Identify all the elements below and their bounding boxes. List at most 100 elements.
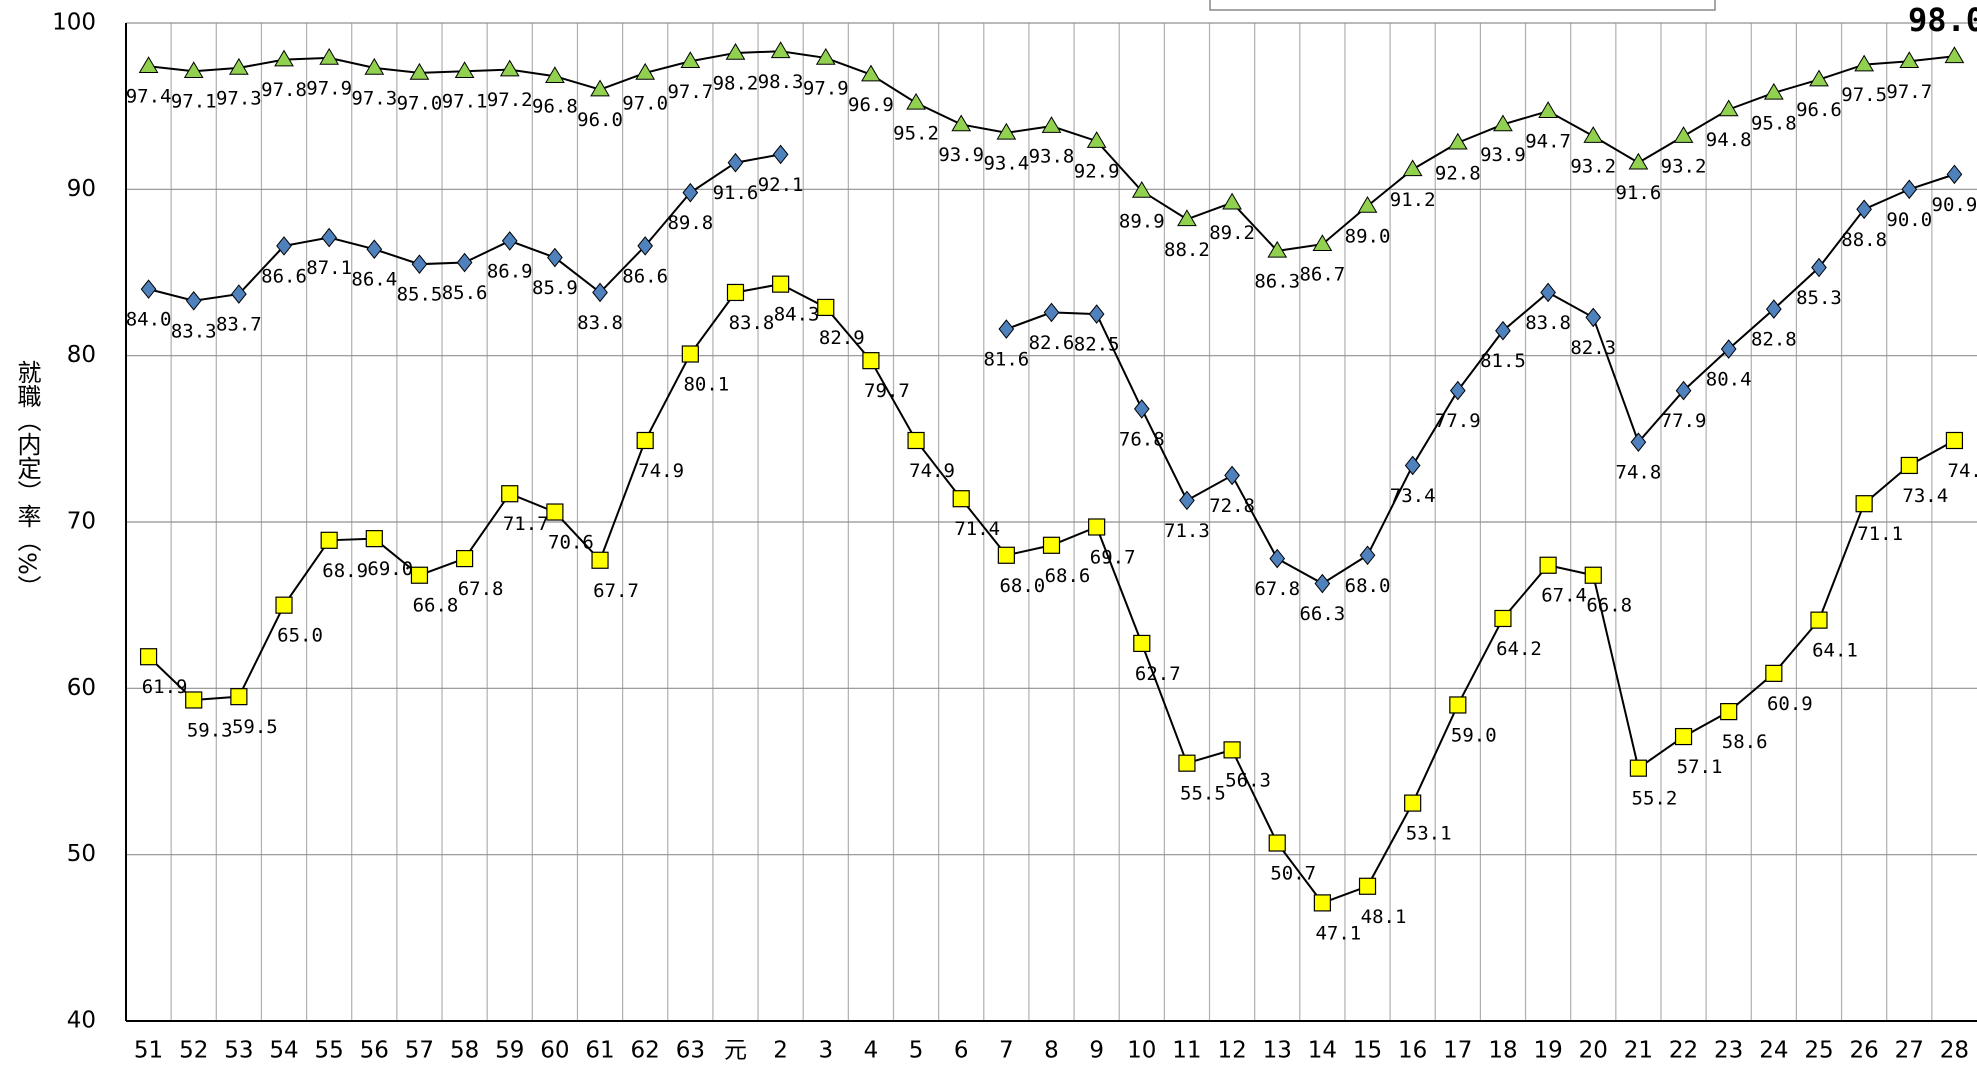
- value-label-emphasis: 98.0: [1908, 1, 1977, 39]
- value-label: 91.6: [1616, 182, 1662, 204]
- x-tick-label: 25: [1804, 1038, 1833, 1064]
- value-label: 86.6: [261, 265, 307, 287]
- value-label: 77.9: [1661, 410, 1707, 432]
- value-label: 68.9: [322, 560, 368, 582]
- value-label: 84.3: [774, 304, 820, 326]
- value-label: 86.3: [1254, 270, 1300, 292]
- value-label: 83.7: [216, 314, 262, 336]
- value-label: 66.3: [1299, 603, 1345, 625]
- point: [1946, 164, 1963, 185]
- x-tick-label: 23: [1714, 1038, 1743, 1064]
- value-label: 65.0: [277, 625, 323, 647]
- value-label: 83.8: [1525, 312, 1571, 334]
- point: [1449, 380, 1466, 401]
- point: [1854, 54, 1875, 72]
- value-label: 74.9: [638, 460, 684, 482]
- point: [1763, 82, 1784, 100]
- value-label: 47.1: [1315, 922, 1361, 944]
- x-tick-label: 20: [1579, 1038, 1608, 1064]
- point: [1449, 696, 1467, 714]
- point: [1495, 320, 1511, 341]
- x-tick-label: 60: [540, 1038, 569, 1064]
- x-tick-label: 3: [818, 1038, 833, 1064]
- point: [1359, 545, 1376, 566]
- point: [1855, 495, 1873, 513]
- x-tick-label: 55: [315, 1038, 344, 1064]
- point: [1493, 114, 1513, 132]
- point: [1314, 573, 1331, 594]
- value-label: 97.7: [667, 81, 713, 103]
- value-label: 79.7: [864, 380, 910, 402]
- point: [1720, 339, 1737, 359]
- point: [1494, 609, 1512, 628]
- value-label: 86.6: [622, 265, 668, 287]
- value-label: 81.5: [1480, 350, 1526, 372]
- x-tick-label: 21: [1624, 1038, 1653, 1064]
- value-label: 60.9: [1767, 693, 1813, 715]
- series-line: [148, 153, 1955, 585]
- value-label: 85.9: [532, 277, 578, 299]
- point: [1765, 664, 1783, 682]
- point: [1674, 727, 1693, 746]
- value-label: 67.8: [1254, 578, 1300, 600]
- point: [1086, 131, 1107, 148]
- point: [274, 49, 294, 67]
- point: [682, 182, 699, 203]
- value-label: 96.9: [848, 94, 894, 116]
- value-label: 90.0: [1886, 209, 1932, 231]
- value-label: 93.2: [1570, 156, 1616, 178]
- point: [1179, 490, 1195, 511]
- x-tick-label: 12: [1217, 1038, 1246, 1064]
- point: [772, 275, 790, 293]
- x-tick-label: 6: [954, 1038, 969, 1064]
- value-label: 72.8: [1209, 495, 1255, 517]
- value-label: 97.9: [306, 77, 352, 99]
- value-label: 97.1: [171, 91, 217, 113]
- point: [1088, 304, 1105, 324]
- value-label: 95.2: [893, 122, 939, 144]
- point: [501, 485, 519, 503]
- point: [1358, 877, 1377, 895]
- value-label: 61.9: [142, 676, 188, 698]
- point: [1131, 181, 1152, 198]
- value-label: 96.0: [577, 109, 623, 131]
- point: [456, 252, 473, 273]
- value-label: 93.8: [1029, 146, 1075, 168]
- value-label: 66.8: [1586, 595, 1632, 617]
- value-label: 73.4: [1902, 485, 1948, 507]
- x-tick-label: 52: [179, 1038, 208, 1064]
- value-label: 82.9: [819, 327, 865, 349]
- point: [1402, 159, 1423, 177]
- value-label: 91.6: [713, 182, 759, 204]
- value-label: 67.4: [1541, 585, 1587, 607]
- point: [1630, 432, 1647, 452]
- value-label: 71.1: [1857, 523, 1903, 545]
- point: [906, 92, 926, 110]
- y-tick-label: 100: [52, 10, 96, 36]
- value-label: 97.5: [1841, 84, 1887, 106]
- value-label: 55.2: [1632, 788, 1678, 810]
- point: [140, 279, 157, 299]
- point: [1720, 703, 1738, 721]
- point: [138, 56, 159, 74]
- point: [320, 531, 338, 549]
- value-label: 93.2: [1661, 156, 1707, 178]
- point: [1312, 234, 1333, 252]
- point: [862, 352, 880, 370]
- x-tick-label: 51: [134, 1038, 163, 1064]
- point: [1856, 199, 1872, 220]
- x-tick-label: 57: [405, 1038, 434, 1064]
- value-label: 90.9: [1932, 194, 1977, 216]
- value-label: 89.9: [1119, 210, 1165, 232]
- x-tick-label: 4: [864, 1038, 879, 1064]
- x-tick-label: 59: [495, 1038, 524, 1064]
- point: [1810, 611, 1828, 629]
- point: [1404, 455, 1421, 476]
- value-label: 67.7: [593, 580, 639, 602]
- point: [1224, 465, 1240, 486]
- point: [636, 431, 654, 450]
- value-label: 69.7: [1090, 546, 1136, 568]
- value-label: 80.4: [1706, 369, 1752, 391]
- value-label: 97.0: [397, 92, 443, 114]
